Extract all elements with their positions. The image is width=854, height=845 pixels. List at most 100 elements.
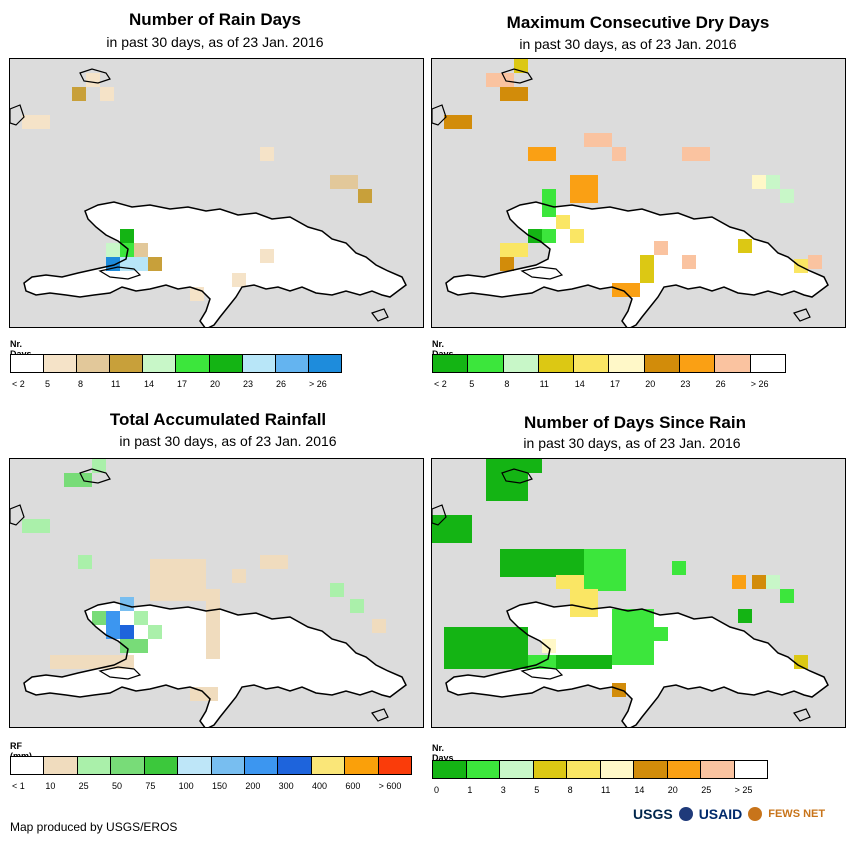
usgs-logo: USGS <box>633 806 673 822</box>
legend-label: 17 <box>177 379 188 389</box>
legend-swatch <box>538 355 575 372</box>
island-outline <box>793 708 811 722</box>
island-outline <box>371 708 389 722</box>
grid-cell <box>100 87 114 101</box>
grid-cell <box>654 627 668 641</box>
map-days-since-rain <box>431 458 846 728</box>
grid-cell <box>752 575 766 589</box>
grid-cell <box>134 257 148 271</box>
grid-cell <box>570 589 598 617</box>
grid-cell <box>120 229 134 243</box>
legend-swatch <box>680 355 716 372</box>
legend-label: 5 <box>45 379 51 389</box>
grid-cell <box>330 583 344 597</box>
legend-swatch <box>311 757 346 774</box>
legend-swatch <box>110 355 144 372</box>
legend-bar <box>432 760 768 779</box>
legend-label: 8 <box>504 379 510 389</box>
legend-swatch <box>11 757 45 774</box>
grid-cell <box>120 639 148 653</box>
legend-label: 23 <box>680 379 691 389</box>
legend-label: 23 <box>243 379 254 389</box>
legend-label: 1 <box>467 785 473 795</box>
legend-swatch <box>178 757 212 774</box>
grid-cell <box>486 73 514 87</box>
legend-bar <box>10 756 412 775</box>
legend-label: 600 <box>345 781 361 791</box>
grid-cell <box>612 283 640 297</box>
grid-cell <box>120 597 134 611</box>
legend-label: 150 <box>212 781 228 791</box>
legend-swatch <box>574 355 610 372</box>
coastline <box>445 601 829 727</box>
map-canvas <box>432 459 829 727</box>
grid-cell <box>206 589 220 659</box>
legend-title: Nr. Days <box>432 743 454 763</box>
panel-subtitle: in past 30 days, as of 23 Jan. 2016 <box>519 36 737 52</box>
legend-label: 200 <box>245 781 261 791</box>
grid-cell <box>584 133 612 147</box>
legend-label: < 1 <box>12 781 25 791</box>
agency-logos: USGS USAID FEWS NET <box>633 806 825 822</box>
legend-label: 75 <box>145 781 156 791</box>
legend-swatch <box>609 355 645 372</box>
legend-swatch <box>701 761 735 778</box>
legend-label: 5 <box>534 785 540 795</box>
grid-cell <box>766 175 780 189</box>
legend-swatch <box>44 355 78 372</box>
usaid-logo: USAID <box>698 806 743 822</box>
map-canvas <box>432 59 829 327</box>
coastline <box>23 601 407 727</box>
grid-cell <box>432 515 472 543</box>
grid-cell <box>500 87 528 101</box>
map-rain-days <box>9 58 424 328</box>
map-canvas <box>10 68 407 327</box>
grid-cell <box>134 243 148 257</box>
legend-bar <box>10 354 342 373</box>
legend-label: 100 <box>178 781 194 791</box>
legend-swatch <box>244 757 279 774</box>
legend-label: 11 <box>601 785 611 795</box>
legend-swatch <box>242 355 276 372</box>
legend-swatch <box>667 761 701 778</box>
grid-cell <box>780 589 794 603</box>
island-outline <box>520 266 564 280</box>
grid-cell <box>640 255 654 283</box>
legend-label: > 600 <box>378 781 402 791</box>
grid-cell <box>556 575 584 589</box>
legend-swatch <box>466 761 500 778</box>
grid-cell <box>808 255 822 269</box>
island-outline <box>10 104 25 126</box>
grid-cell <box>612 609 654 665</box>
legend-swatch <box>176 355 210 372</box>
grid-cell <box>500 243 514 257</box>
panel-subtitle: in past 30 days, as of 23 Jan. 2016 <box>523 435 741 451</box>
grid-cell <box>682 255 696 269</box>
grid-cell <box>556 655 612 669</box>
island-outline <box>371 308 389 322</box>
legend-label: 8 <box>78 379 84 389</box>
fews-net-logo: FEWS NET <box>768 808 826 820</box>
legend-swatch <box>600 761 634 778</box>
panel-title: Number of Days Since Rain <box>523 413 746 432</box>
legend-swatch <box>345 757 379 774</box>
legend-swatch <box>634 761 668 778</box>
legend-labels: < 2 5 8 11 14 17 20 23 26 > 26 <box>432 379 784 391</box>
grid-cell <box>528 147 556 161</box>
legend-label: > 25 <box>734 785 753 795</box>
legend-label: 8 <box>567 785 573 795</box>
panel-title: Maximum Consecutive Dry Days <box>506 13 770 32</box>
coastline <box>23 201 407 327</box>
grid-cell <box>260 555 288 569</box>
grid-cell <box>584 549 626 591</box>
grid-cell <box>106 243 120 257</box>
legend-swatch <box>433 761 467 778</box>
legend-label: 0 <box>434 785 440 795</box>
legend-swatch <box>567 761 601 778</box>
grid-cell <box>542 229 556 243</box>
usaid-seal-icon <box>678 807 693 821</box>
grid-cell <box>64 473 92 487</box>
grid-cell <box>612 147 626 161</box>
legend-swatch <box>77 757 112 774</box>
grid-cell <box>514 243 528 257</box>
